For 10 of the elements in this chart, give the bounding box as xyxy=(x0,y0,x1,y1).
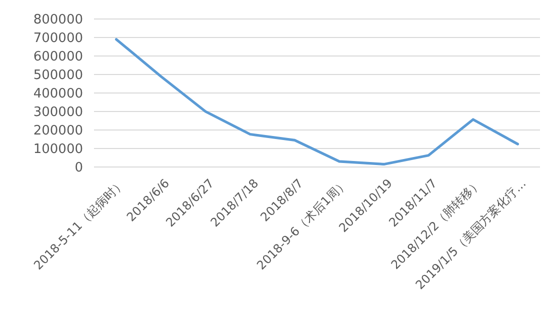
y-tick-label: 300000 xyxy=(33,105,83,120)
y-tick-label: 0 xyxy=(74,160,83,176)
y-tick-label: 800000 xyxy=(33,12,83,28)
line-series xyxy=(115,38,519,166)
y-tick-label: 100000 xyxy=(33,142,83,158)
y-tick-label: 200000 xyxy=(33,124,83,139)
y-tick-label: 700000 xyxy=(33,31,83,46)
y-tick-label: 500000 xyxy=(33,68,83,84)
y-tick-label: 600000 xyxy=(33,50,83,65)
y-tick-label: 400000 xyxy=(33,86,83,102)
